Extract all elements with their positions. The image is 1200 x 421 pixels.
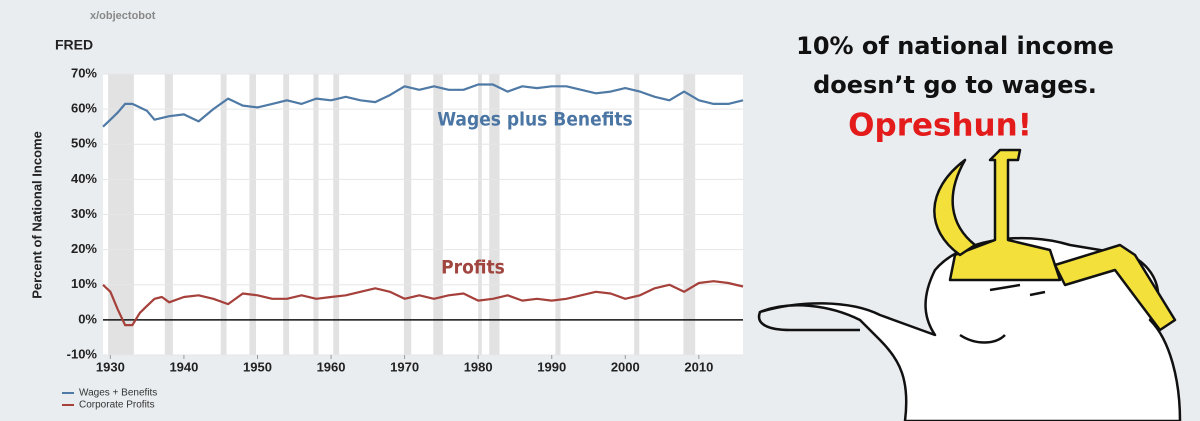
x-tick-label: 1960: [317, 359, 346, 374]
caption: doesn’t go to wages.: [813, 71, 1097, 99]
x-tick-label: 1970: [390, 359, 419, 374]
legend-label: Wages + Benefits: [79, 388, 157, 399]
cartoon: [757, 148, 1182, 421]
watermark: x/objectobot: [90, 10, 156, 22]
x-tick-label: 1930: [96, 359, 125, 374]
mouth: [959, 333, 1006, 344]
y-axis-label: Percent of National Income: [29, 131, 44, 299]
x-tick-label: 2000: [611, 359, 640, 374]
legend-label: Corporate Profits: [79, 400, 155, 411]
y-tick-label: 60%: [71, 101, 97, 116]
series-line: [102, 83, 744, 128]
series-line: [102, 280, 744, 327]
arm: [757, 311, 860, 332]
punchline: Opreshun!: [848, 108, 1032, 144]
y-tick-label: 50%: [71, 136, 97, 151]
x-tick-label: 1990: [537, 359, 566, 374]
eyes: [989, 283, 1046, 297]
y-tick-label: 70%: [71, 65, 97, 80]
x-tick-label: 2010: [684, 359, 713, 374]
horn: [1053, 243, 1177, 332]
y-tick-label: 30%: [71, 206, 97, 221]
x-tick-label: 1950: [243, 359, 272, 374]
plot: -10% 0% 10% 20% 30% 40% 50% 60% 70% 1930 1940 1950 1…: [62, 65, 744, 411]
y-tick-label: -10%: [67, 346, 98, 361]
y-tick-label: 40%: [71, 171, 97, 186]
y-tick-label: 0%: [78, 311, 97, 326]
annotation: Wages plus Benefits: [437, 109, 632, 131]
helmet: [948, 148, 1062, 282]
brand: FRED: [55, 37, 93, 53]
horn: [933, 158, 977, 257]
x-tick-label: 1940: [169, 359, 198, 374]
caption: 10% of national income: [796, 32, 1114, 60]
annotation: Profits: [441, 257, 505, 279]
body: [758, 236, 1182, 421]
y-tick-label: 10%: [71, 276, 97, 291]
x-tick-label: 1980: [464, 359, 493, 374]
y-tick-label: 20%: [71, 241, 97, 256]
